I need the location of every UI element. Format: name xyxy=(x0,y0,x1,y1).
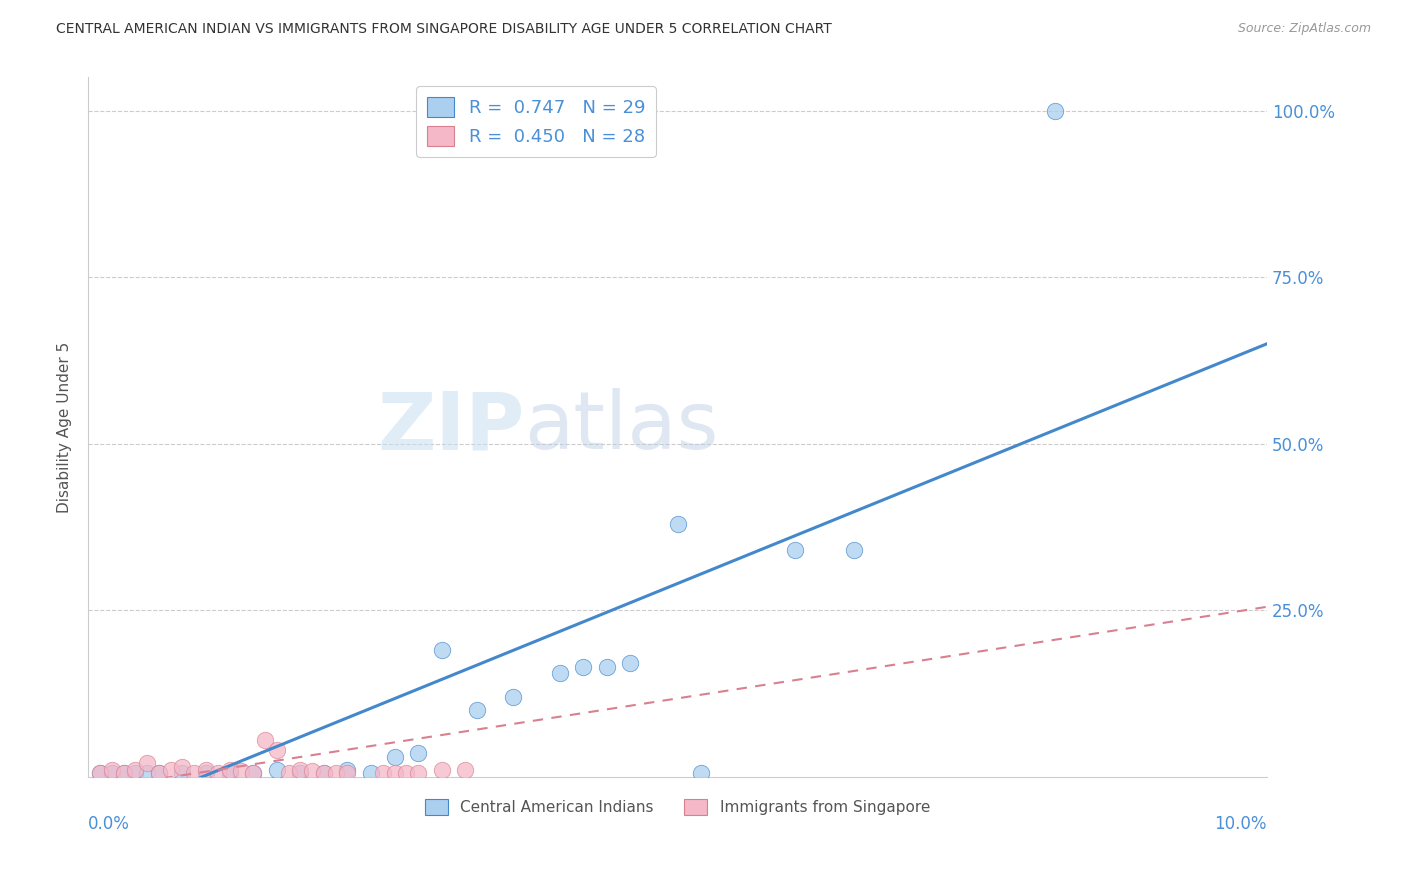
Point xyxy=(124,763,146,777)
Point xyxy=(406,747,429,761)
Point xyxy=(218,766,240,780)
Point xyxy=(100,766,122,780)
Point xyxy=(89,766,111,780)
Point xyxy=(360,766,382,780)
Point xyxy=(89,766,111,780)
Point xyxy=(148,766,170,780)
Point xyxy=(336,763,359,777)
Point xyxy=(290,766,312,780)
Point xyxy=(384,749,406,764)
Text: CENTRAL AMERICAN INDIAN VS IMMIGRANTS FROM SINGAPORE DISABILITY AGE UNDER 5 CORR: CENTRAL AMERICAN INDIAN VS IMMIGRANTS FR… xyxy=(56,22,832,37)
Point xyxy=(666,516,689,531)
Point xyxy=(124,766,146,780)
Point xyxy=(596,659,619,673)
Point xyxy=(100,763,122,777)
Point xyxy=(844,543,866,558)
Point xyxy=(290,763,312,777)
Point xyxy=(242,766,264,780)
Point xyxy=(336,766,359,780)
Point xyxy=(430,763,453,777)
Point xyxy=(502,690,524,704)
Point xyxy=(112,766,135,780)
Point xyxy=(325,766,347,780)
Point xyxy=(454,763,477,777)
Point xyxy=(572,659,595,673)
Point xyxy=(1043,103,1066,118)
Point xyxy=(231,764,253,779)
Point xyxy=(690,766,713,780)
Point xyxy=(218,763,240,777)
Point xyxy=(312,766,335,780)
Point xyxy=(619,657,641,671)
Point xyxy=(195,763,218,777)
Text: 0.0%: 0.0% xyxy=(89,815,129,833)
Point xyxy=(277,766,299,780)
Point xyxy=(159,763,181,777)
Y-axis label: Disability Age Under 5: Disability Age Under 5 xyxy=(58,342,72,513)
Point xyxy=(172,759,194,773)
Point xyxy=(266,743,288,757)
Point xyxy=(172,766,194,780)
Point xyxy=(301,764,323,779)
Point xyxy=(195,766,218,780)
Point xyxy=(242,766,264,780)
Point xyxy=(136,756,159,771)
Point xyxy=(785,543,807,558)
Point xyxy=(395,766,418,780)
Legend: Central American Indians, Immigrants from Singapore: Central American Indians, Immigrants fro… xyxy=(419,793,936,822)
Point xyxy=(430,643,453,657)
Text: Source: ZipAtlas.com: Source: ZipAtlas.com xyxy=(1237,22,1371,36)
Point xyxy=(384,766,406,780)
Point xyxy=(112,766,135,780)
Point xyxy=(136,766,159,780)
Point xyxy=(371,766,394,780)
Point xyxy=(253,733,276,747)
Point xyxy=(148,766,170,780)
Point xyxy=(465,703,488,717)
Point xyxy=(183,766,205,780)
Point xyxy=(266,763,288,777)
Point xyxy=(312,766,335,780)
Point xyxy=(548,666,571,681)
Point xyxy=(406,766,429,780)
Text: 10.0%: 10.0% xyxy=(1215,815,1267,833)
Text: atlas: atlas xyxy=(524,388,718,466)
Point xyxy=(207,766,229,780)
Text: ZIP: ZIP xyxy=(377,388,524,466)
